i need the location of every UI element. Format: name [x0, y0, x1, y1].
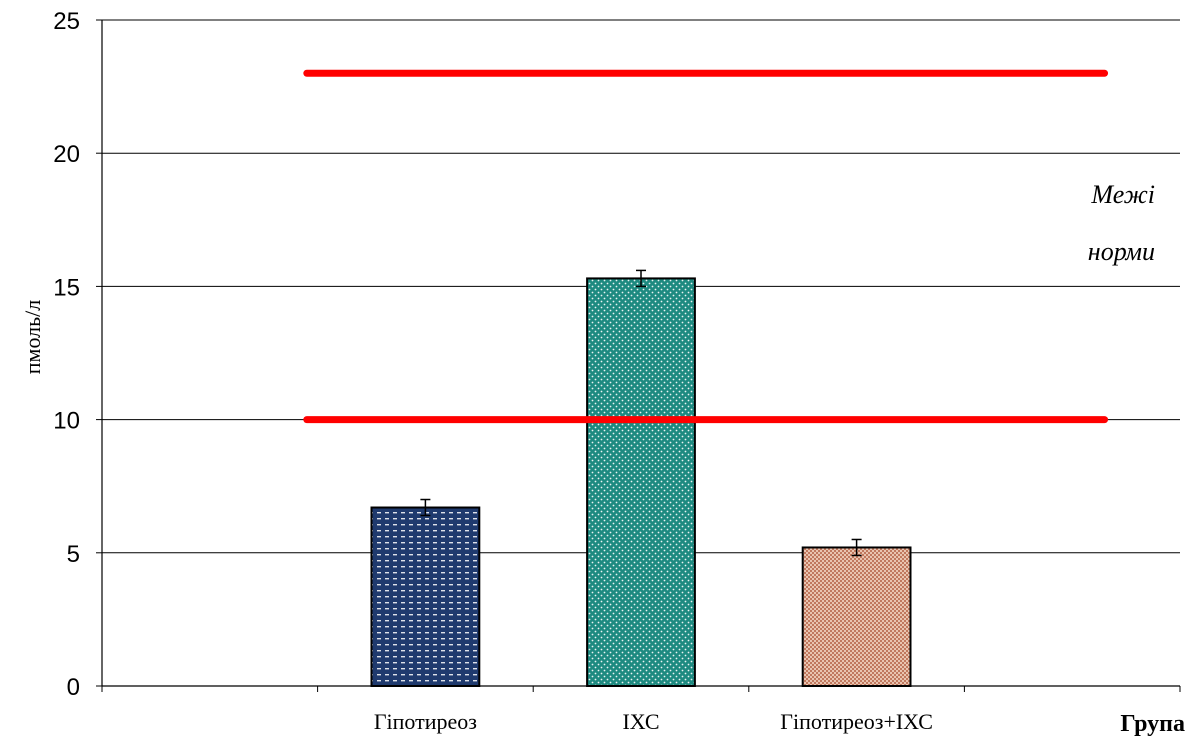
- bar: [586, 277, 696, 687]
- y-axis-label: пмоль/л: [20, 300, 45, 375]
- bar: [801, 546, 912, 687]
- y-tick-label: 20: [53, 141, 80, 168]
- error-bars: [420, 269, 862, 557]
- x-tick-label: Гіпотиреоз: [374, 709, 477, 734]
- x-axis-ticks: Гіпотиреоз ІХС Гіпотиреоз+ІХС: [101, 686, 1181, 734]
- y-axis-ticks: 0 5 10 15 20 25: [53, 8, 102, 701]
- y-tick-label: 5: [67, 541, 80, 568]
- y-tick-label: 25: [53, 8, 80, 35]
- y-tick-label: 15: [53, 274, 80, 301]
- reference-lines: [303, 69, 1109, 424]
- x-axis-label: Група: [1120, 711, 1185, 737]
- y-tick-label: 10: [53, 408, 80, 435]
- bar: [370, 506, 481, 687]
- axes: [101, 20, 1180, 687]
- annotation-line-1: Межі: [1090, 180, 1155, 209]
- x-tick-label: ІХС: [622, 709, 659, 734]
- bars: [370, 277, 912, 687]
- annotation-line-2: норми: [1088, 237, 1155, 266]
- y-tick-label: 0: [67, 674, 80, 701]
- x-tick-label: Гіпотиреоз+ІХС: [780, 709, 933, 734]
